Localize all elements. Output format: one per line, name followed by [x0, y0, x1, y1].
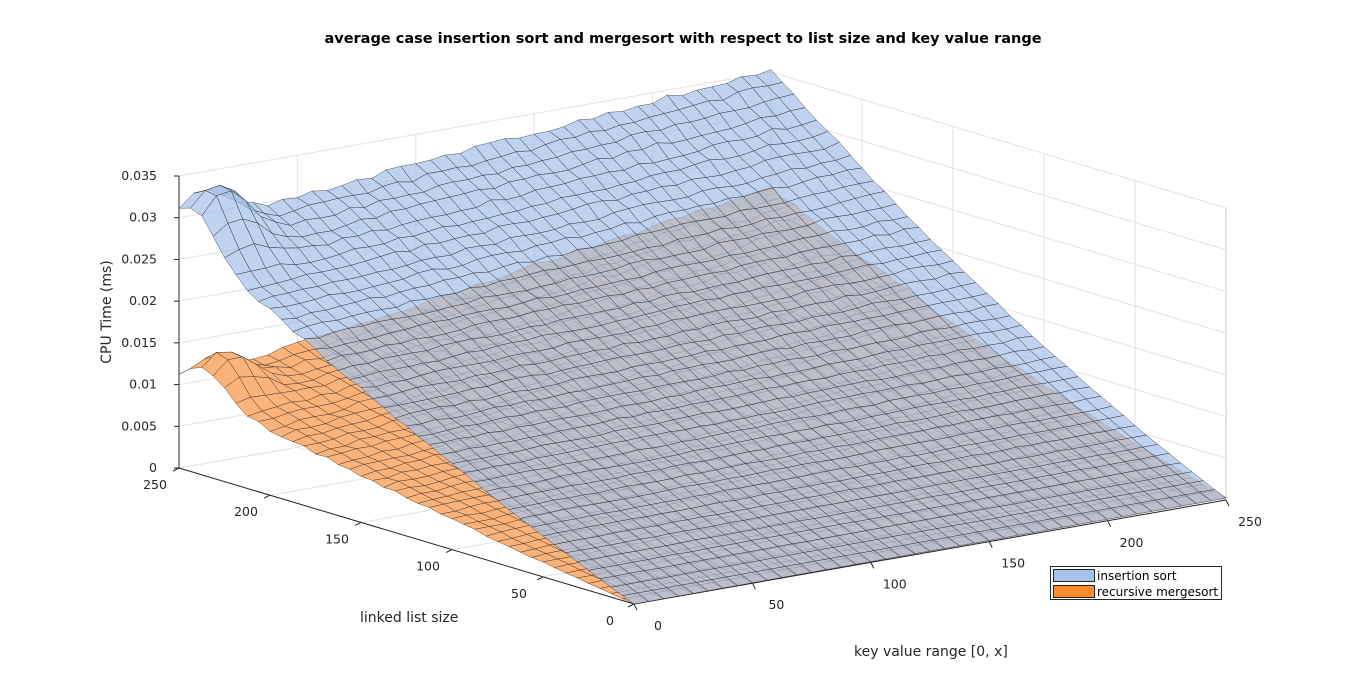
- y-tick-label-5: 250: [143, 477, 167, 492]
- x-tick-label-0: 0: [654, 618, 662, 633]
- y-axis-label: linked list size: [360, 610, 459, 626]
- grid-z-back-7: [178, 71, 772, 177]
- y-tick-label-2: 100: [416, 559, 440, 574]
- y-tick-label-0: 0: [606, 613, 614, 628]
- y-tick-mark-5: [172, 467, 180, 472]
- x-tick-label-5: 250: [1238, 514, 1262, 529]
- y-tick-mark-1: [536, 576, 544, 581]
- z-axis-label: CPU Time (ms): [99, 260, 115, 364]
- x-tick-label-2: 100: [883, 576, 907, 591]
- legend-label-recursive-mergesort: recursive mergesort: [1097, 584, 1219, 599]
- z-tick-label-3: 0.015: [121, 335, 157, 350]
- x-tick-mark-0: [633, 603, 638, 611]
- x-tick-mark-3: [988, 541, 993, 548]
- legend-swatch-recursive-mergesort: [1053, 585, 1095, 598]
- surface-cell: [1199, 489, 1227, 502]
- x-tick-mark-2: [870, 562, 875, 569]
- chart-title: average case insertion sort and mergesor…: [324, 31, 1042, 47]
- y-tick-label-4: 200: [234, 504, 258, 519]
- grid-z-side-7: [770, 71, 1227, 209]
- x-axis-label: key value range [0, x]: [854, 644, 1008, 660]
- z-tick-label-4: 0.02: [129, 293, 157, 308]
- legend-entry-insertion-sort: insertion sort: [1053, 568, 1177, 583]
- y-tick-label-3: 150: [325, 531, 349, 546]
- z-tick-label-7: 0.035: [121, 168, 157, 183]
- y-tick-label-1: 50: [511, 586, 527, 601]
- y-tick-mark-4: [263, 494, 271, 499]
- x-tick-label-4: 200: [1120, 535, 1144, 550]
- x-tick-label-1: 50: [768, 597, 784, 612]
- legend-label-insertion-sort: insertion sort: [1097, 568, 1177, 583]
- y-axis-line: [178, 467, 635, 605]
- grid-z-side-6: [770, 113, 1227, 251]
- surface-insertion-sort: [178, 69, 1227, 605]
- z-tick-label-1: 0.005: [121, 418, 157, 433]
- legend-swatch-insertion-sort: [1053, 569, 1095, 582]
- y-tick-mark-0: [627, 603, 635, 608]
- x-tick-mark-5: [1225, 499, 1230, 507]
- y-tick-mark-3: [354, 521, 362, 526]
- y-tick-mark-2: [445, 549, 453, 554]
- x-axis-line: [633, 499, 1227, 605]
- z-tick-label-6: 0.03: [129, 210, 157, 225]
- surface-layer: [178, 69, 1227, 605]
- legend-entry-recursive-mergesort: recursive mergesort: [1053, 584, 1218, 599]
- tick-labels: 0 0.005 0.01 0.015 0.02 0.025 0.03 0.035 0 50 100 1…: [121, 168, 1262, 633]
- z-tick-label-0: 0: [149, 460, 157, 475]
- x-tick-mark-4: [1107, 520, 1112, 528]
- z-tick-label-2: 0.01: [129, 377, 157, 392]
- z-tick-label-5: 0.025: [121, 251, 157, 266]
- legend: insertion sort recursive mergesort: [1050, 566, 1222, 600]
- x-tick-mark-1: [751, 582, 756, 590]
- x-tick-label-3: 150: [1001, 556, 1025, 571]
